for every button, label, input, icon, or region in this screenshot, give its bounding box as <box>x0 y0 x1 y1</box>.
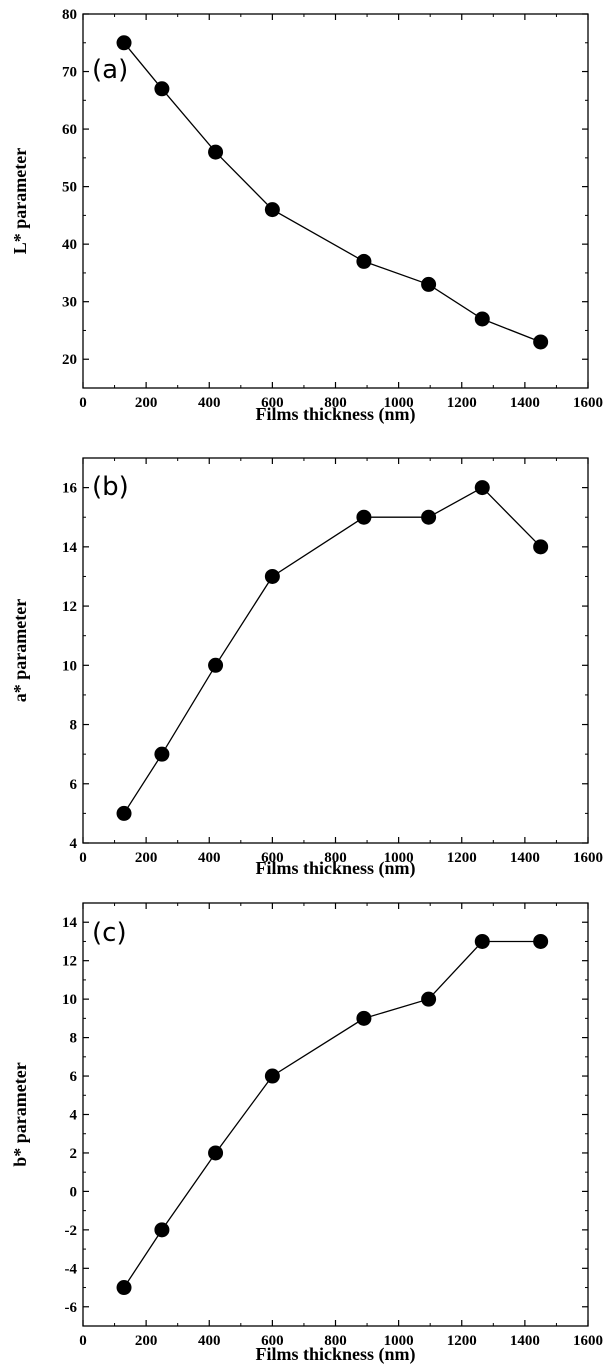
x-tick-label: 0 <box>79 1333 87 1349</box>
x-tick-label: 1200 <box>447 1333 477 1349</box>
x-tick-label: 400 <box>198 850 221 866</box>
x-tick-label: 400 <box>198 395 221 411</box>
chart-panel-2: 0 200 400 600 800 1000 1200 1400 1600 -6 -4 -2 0 2 4 6 8… <box>10 902 603 1365</box>
y-tick-label: 6 <box>70 1069 78 1085</box>
x-tick-label: 1400 <box>510 850 540 866</box>
x-tick-label: 1600 <box>573 850 603 866</box>
data-point <box>116 1280 132 1296</box>
chart-panel-1: 0 200 400 600 800 1000 1200 1400 1600 4 6 8 10 12 14 16… <box>10 457 603 879</box>
x-tick-label: 1200 <box>447 850 477 866</box>
x-axis-title: Films thickness (nm) <box>255 1344 415 1365</box>
y-axis-title: b* parameter <box>10 1062 30 1166</box>
x-tick-label: 1400 <box>510 1333 540 1349</box>
data-point <box>264 202 280 218</box>
x-tick-label: 800 <box>324 850 347 866</box>
y-axis-title: a* parameter <box>10 599 30 702</box>
x-tick-label: 1000 <box>384 1333 414 1349</box>
y-tick-label: 80 <box>62 7 77 23</box>
y-tick-label: 0 <box>70 1184 78 1200</box>
data-point <box>474 480 490 496</box>
y-tick-label: 70 <box>62 65 77 81</box>
x-tick-label: 600 <box>261 850 284 866</box>
y-tick-label: 50 <box>62 180 77 196</box>
y-tick-label: -6 <box>65 1300 78 1316</box>
data-point <box>533 334 549 350</box>
data-point <box>154 81 170 97</box>
plot-frame <box>82 13 589 389</box>
x-tick-label: 600 <box>261 1333 284 1349</box>
data-point <box>421 276 437 292</box>
x-tick-label: 200 <box>135 395 158 411</box>
series-line-0 <box>123 940 541 1288</box>
y-tick-label: 8 <box>70 1031 78 1047</box>
x-tick-label: 200 <box>135 1333 158 1349</box>
y-tick-label: -2 <box>65 1223 78 1239</box>
data-point <box>116 805 132 821</box>
data-point <box>264 568 280 584</box>
data-point <box>208 144 224 160</box>
y-tick-label: 30 <box>62 295 77 311</box>
data-point <box>264 1068 280 1084</box>
y-tick-label: 16 <box>62 481 78 497</box>
data-point <box>356 1010 372 1026</box>
series-line-0 <box>123 486 542 814</box>
y-tick-label: 14 <box>62 915 78 931</box>
y-tick-label: 10 <box>62 658 77 674</box>
y-tick-label: 12 <box>62 954 77 970</box>
x-tick-label: 1600 <box>573 395 603 411</box>
y-tick-label: -4 <box>65 1261 78 1277</box>
x-tick-label: 1600 <box>573 1333 603 1349</box>
data-point <box>154 1222 170 1238</box>
x-axis-title: Films thickness (nm) <box>255 404 415 425</box>
y-tick-label: 8 <box>70 718 78 734</box>
panel-label: (c) <box>92 918 127 948</box>
chart-panel-0: 0 200 400 600 800 1000 1200 1400 1600 20 30 40 50 60 7… <box>10 7 603 425</box>
y-tick-label: 4 <box>70 1108 78 1124</box>
x-tick-label: 1400 <box>510 395 540 411</box>
panel-label: (b) <box>92 472 129 502</box>
data-point <box>116 35 132 51</box>
y-tick-label: 14 <box>62 540 78 556</box>
data-point <box>474 933 490 949</box>
data-point <box>154 746 170 762</box>
y-axis-title: L* parameter <box>10 148 30 254</box>
y-tick-label: 40 <box>62 237 77 253</box>
data-point <box>474 311 490 327</box>
y-tick-label: 6 <box>70 777 78 793</box>
data-point <box>421 991 437 1007</box>
data-point <box>533 539 549 555</box>
data-point <box>356 509 372 525</box>
y-tick-label: 4 <box>70 836 78 852</box>
x-tick-label: 1000 <box>384 395 414 411</box>
y-tick-label: 2 <box>70 1146 78 1162</box>
x-tick-label: 1200 <box>447 395 477 411</box>
data-point <box>533 933 549 949</box>
x-tick-label: 800 <box>324 395 347 411</box>
plot-frame <box>82 457 589 844</box>
x-tick-label: 0 <box>79 850 87 866</box>
data-point <box>421 509 437 525</box>
data-point <box>356 253 372 269</box>
x-tick-label: 1000 <box>384 850 414 866</box>
series-line-0 <box>123 42 541 343</box>
y-tick-label: 20 <box>62 352 77 368</box>
x-axis-title: Films thickness (nm) <box>255 858 415 879</box>
x-tick-label: 800 <box>324 1333 347 1349</box>
panel-label: (a) <box>92 55 128 85</box>
y-tick-label: 60 <box>62 122 77 138</box>
x-tick-label: 0 <box>79 395 87 411</box>
x-tick-label: 600 <box>261 395 284 411</box>
y-tick-label: 10 <box>62 992 77 1008</box>
data-point <box>208 657 224 673</box>
x-tick-label: 400 <box>198 1333 221 1349</box>
x-tick-label: 200 <box>135 850 158 866</box>
data-point <box>208 1145 224 1161</box>
y-tick-label: 12 <box>62 599 77 615</box>
plot-frame <box>82 902 589 1327</box>
